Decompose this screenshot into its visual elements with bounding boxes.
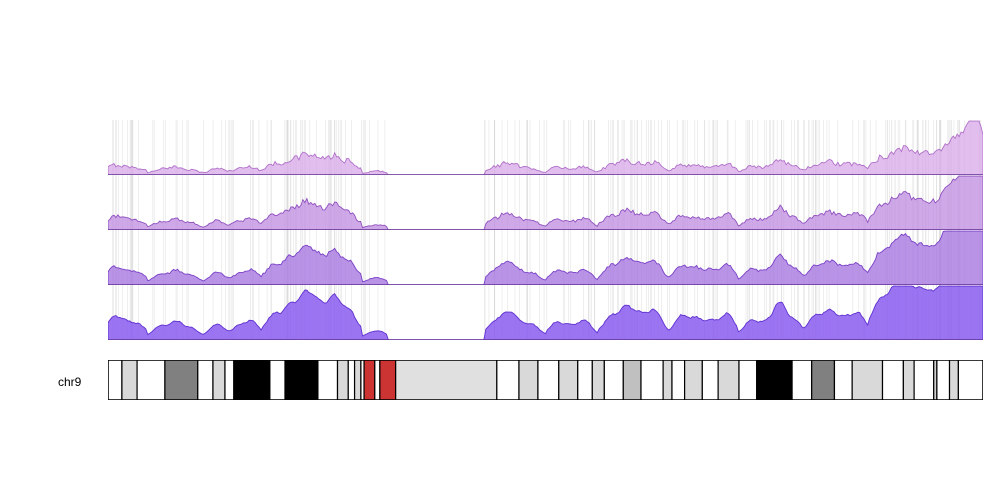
cytoband <box>318 360 338 400</box>
cytoband <box>270 360 285 400</box>
signal-area <box>108 231 983 285</box>
signal-track <box>108 120 983 175</box>
cytoband <box>348 360 354 400</box>
signal-track <box>108 175 983 230</box>
cytoband <box>122 360 137 400</box>
cytoband <box>641 360 663 400</box>
cytoband <box>852 360 882 400</box>
cytoband <box>958 360 983 400</box>
cytoband <box>883 360 904 400</box>
cytoband <box>702 360 718 400</box>
cytoband <box>234 360 270 400</box>
signal-area <box>108 121 983 175</box>
cytoband <box>396 360 497 400</box>
signal-track-svg <box>108 120 983 175</box>
chromosome-ideogram <box>108 360 983 400</box>
signal-area <box>108 286 983 340</box>
cytoband <box>937 360 950 400</box>
cytoband <box>623 360 641 400</box>
cytoband <box>685 360 703 400</box>
cytoband <box>137 360 165 400</box>
cytoband <box>497 360 519 400</box>
cytoband <box>663 360 672 400</box>
cytoband <box>380 360 396 400</box>
cytoband <box>364 360 375 400</box>
signal-area <box>108 176 983 230</box>
cytoband <box>792 360 812 400</box>
cytoband <box>812 360 835 400</box>
cytoband <box>538 360 559 400</box>
cytoband <box>165 360 198 400</box>
cytoband <box>519 360 538 400</box>
cytoband <box>578 360 593 400</box>
signal-tracks-panel <box>108 120 983 340</box>
cytoband <box>903 360 914 400</box>
cytoband <box>338 360 349 400</box>
cytoband <box>718 360 739 400</box>
cytoband <box>757 360 792 400</box>
cytoband <box>914 360 934 400</box>
signal-track <box>108 285 983 340</box>
cytoband <box>213 360 225 400</box>
cytoband <box>375 360 380 400</box>
cytoband <box>592 360 604 400</box>
cytoband <box>604 360 623 400</box>
cytoband <box>672 360 685 400</box>
cytoband <box>285 360 318 400</box>
signal-track-svg <box>108 230 983 285</box>
signal-track-svg <box>108 285 983 340</box>
cytoband <box>739 360 757 400</box>
cytoband <box>834 360 852 400</box>
cytoband <box>559 360 578 400</box>
cytoband <box>108 360 122 400</box>
cytoband <box>355 360 361 400</box>
cytoband <box>225 360 234 400</box>
cytoband <box>198 360 213 400</box>
chromosome-label: chr9 <box>58 375 81 389</box>
genome-track-plot: chr9 <box>0 0 1008 504</box>
signal-track-svg <box>108 175 983 230</box>
cytoband <box>950 360 959 400</box>
signal-track <box>108 230 983 285</box>
